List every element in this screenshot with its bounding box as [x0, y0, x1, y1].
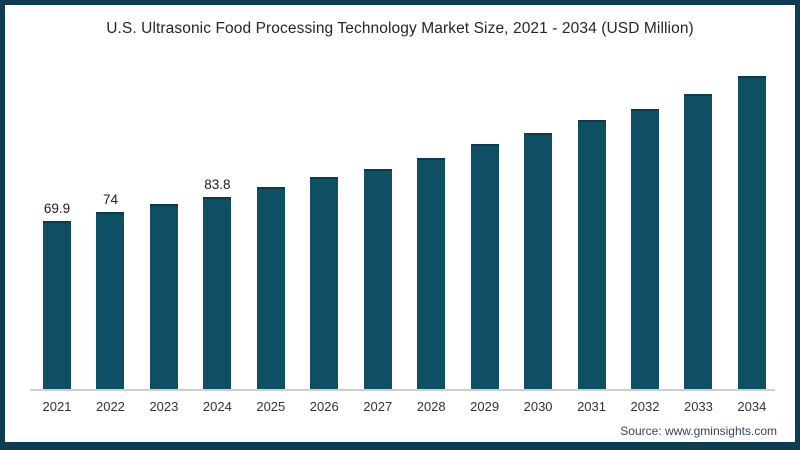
bar-value-label: 74 [102, 192, 118, 207]
bar-column: 2027 [363, 169, 392, 414]
bar-column: 2029 [470, 144, 499, 414]
x-axis-tick-label: 2022 [95, 399, 125, 414]
bar-column: 2032 [630, 109, 659, 414]
bar [363, 169, 392, 390]
source-note: Source: www.gminsights.com [620, 424, 777, 438]
bar [737, 76, 766, 390]
bar [256, 187, 285, 390]
bar [43, 221, 71, 390]
bar-column: 2023 [149, 204, 178, 414]
bar-column: 2033 [684, 94, 713, 414]
bar-column: 2025 [256, 187, 285, 414]
bar [577, 120, 606, 390]
x-axis-tick-label: 2029 [470, 399, 500, 414]
bar [470, 144, 499, 390]
x-axis-tick-label: 2032 [630, 399, 660, 414]
bar [310, 177, 339, 390]
bar-column: 2026 [310, 177, 339, 414]
bar-value-label: 83.8 [204, 177, 231, 192]
x-axis-tick-label: 2031 [577, 399, 606, 414]
bar-column: 2030 [524, 133, 553, 414]
bar-column: 83.8 2024 [203, 177, 232, 414]
x-axis-tick-label: 2034 [737, 399, 767, 414]
bar-column: 74 2022 [96, 192, 125, 414]
x-axis-tick-label: 2027 [363, 399, 393, 414]
x-axis-tick-label: 2025 [256, 399, 286, 414]
x-axis-tick-label: 2033 [683, 399, 713, 414]
bar-column: 2034 [737, 76, 766, 414]
bar [203, 197, 232, 390]
bar-column: 69.9 2021 [43, 201, 72, 414]
bar [96, 212, 125, 390]
x-axis-tick-label: 2024 [202, 399, 232, 414]
bar [524, 133, 553, 390]
chart-title: U.S. Ultrasonic Food Processing Technolo… [106, 20, 694, 37]
bar-value-label: 69.9 [43, 201, 71, 216]
x-axis-line [30, 389, 775, 391]
bar [417, 158, 446, 390]
bar [684, 94, 713, 390]
bar-column: 2028 [417, 158, 446, 414]
x-axis-tick-label: 2026 [309, 399, 339, 414]
x-axis-tick-label: 2030 [523, 399, 553, 414]
x-axis-tick-label: 2028 [416, 399, 446, 414]
bar [149, 204, 178, 390]
x-axis-tick-label: 2021 [42, 399, 72, 414]
bar [630, 109, 659, 390]
bar-column: 2031 [577, 120, 606, 414]
plot-area: 69.9 2021 74 2022 2023 83.8 2024 2025 20… [30, 50, 775, 414]
x-axis-tick-label: 2023 [149, 399, 179, 414]
bars-container: 69.9 2021 74 2022 2023 83.8 2024 2025 20… [43, 50, 766, 414]
